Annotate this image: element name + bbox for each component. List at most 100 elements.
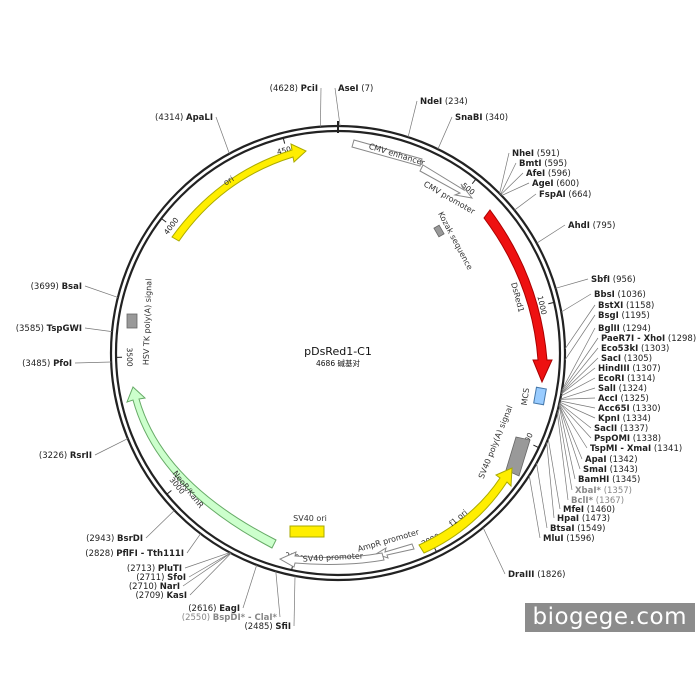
feature-ori[interactable]: ori: [171, 143, 307, 242]
site-leader-line: [215, 116, 230, 154]
site-pcii[interactable]: (4628) PciI: [270, 84, 322, 127]
site-name: AccI: [598, 394, 618, 404]
site-kasi[interactable]: (2709) KasI: [135, 552, 232, 601]
site-bspdi-clai-[interactable]: (2550) BspDI* - ClaI*: [182, 571, 281, 623]
site-nari[interactable]: (2710) NarI: [129, 552, 231, 592]
site-name: PspOMI: [594, 434, 630, 444]
site-apali[interactable]: (4314) ApaLI: [155, 113, 230, 154]
site-rsrii[interactable]: (3226) RsrII: [39, 438, 128, 461]
site-mlui[interactable]: MluI (1596): [528, 475, 595, 544]
site-hpai[interactable]: HpaI (1473): [546, 442, 610, 524]
site-position: (1357): [604, 486, 632, 496]
site-pluti[interactable]: (2713) PluTI: [127, 552, 231, 574]
site-name: Acc65I: [598, 404, 630, 414]
site-position: (1341): [654, 444, 682, 454]
site-leader-line: [74, 361, 112, 364]
site-position: (1325): [621, 394, 649, 404]
feature-sv40-polya-signal[interactable]: SV40 poly(A) signal: [477, 404, 531, 480]
feature-kozak-sequence[interactable]: Kozak sequence: [433, 210, 474, 272]
mcs-block: [533, 386, 547, 406]
site-afei[interactable]: AfeI (596): [500, 169, 571, 195]
site-name: AseI: [338, 84, 359, 94]
site-leader-line: [94, 438, 128, 456]
site-label: (3699) BsaI: [31, 282, 82, 292]
site-ndei[interactable]: NdeI (234): [407, 97, 468, 138]
site-label: (3485) PfoI: [22, 359, 72, 369]
site-saci[interactable]: SacI (1305): [561, 354, 652, 394]
site-sali[interactable]: SalI (1324): [560, 384, 647, 400]
site-leader-line: [184, 552, 231, 569]
site-name: PluTI: [158, 564, 182, 574]
site-bglii[interactable]: BglII (1294): [561, 324, 651, 391]
site-paer7i-xhoi[interactable]: PaeR7I - XhoI (1298): [561, 334, 696, 392]
site-sfii[interactable]: (2485) SfiI: [244, 575, 296, 632]
site-leader-line: [558, 404, 581, 470]
site-sacii[interactable]: SacII (1337): [559, 402, 648, 434]
site-bsai[interactable]: (3699) BsaI: [31, 282, 119, 298]
site-kpni[interactable]: KpnI (1334): [559, 401, 651, 424]
site-nhei[interactable]: NheI (591): [499, 149, 560, 194]
site-position: (1549): [577, 524, 605, 534]
site-sbfi[interactable]: SbfI (956): [555, 275, 636, 289]
hsv-tk-polya-block: [126, 313, 138, 329]
site-asei[interactable]: AseI (7): [334, 84, 373, 127]
site-bstxi[interactable]: BstXI (1158): [564, 301, 654, 350]
site-label: AfeI (596): [526, 169, 571, 179]
site-label: AhdI (795): [568, 221, 615, 231]
plasmid-name: pDsRed1-C1: [304, 345, 372, 358]
site-bmti[interactable]: BmtI (595): [500, 159, 568, 195]
site-label: (2709) KasI: [135, 591, 187, 601]
site-xbai-[interactable]: XbaI* (1357): [557, 408, 632, 496]
site-label: (2713) PluTI: [127, 564, 182, 574]
site-sfoi[interactable]: (2711) SfoI: [136, 552, 231, 583]
site-ahdi[interactable]: AhdI (795): [536, 221, 616, 244]
site-name: BspDI* - ClaI*: [213, 613, 278, 623]
site-label: BmtI (595): [519, 159, 567, 169]
site-bbsi[interactable]: BbsI (1036): [561, 290, 646, 313]
feature-sv40-ori[interactable]: SV40 ori: [289, 514, 327, 538]
site-label: XbaI* (1357): [575, 486, 632, 496]
feature-sv40-promoter[interactable]: SV40 promoter: [278, 551, 385, 568]
site-hindiii[interactable]: HindIII (1307): [561, 364, 661, 395]
site-name: EagI: [219, 604, 240, 614]
site-bcli-[interactable]: BclI* (1367): [556, 411, 624, 506]
site-position: (1596): [566, 534, 594, 544]
site-eco53ki[interactable]: Eco53kI (1303): [561, 344, 670, 394]
site-position: (2550): [182, 613, 210, 623]
site-pfoi[interactable]: (3485) PfoI: [22, 359, 112, 369]
site-mfei[interactable]: MfeI (1460): [547, 438, 615, 515]
site-ecori[interactable]: EcoRI (1314): [560, 374, 655, 397]
site-apai[interactable]: ApaI (1342): [558, 404, 638, 465]
site-draiii[interactable]: DraIII (1826): [482, 527, 565, 580]
site-tspmi-xmai[interactable]: TspMI - XmaI (1341): [558, 403, 682, 454]
site-leader-line: [564, 304, 596, 350]
site-leader-line: [536, 224, 566, 244]
site-name: MfeI: [563, 505, 584, 515]
feature-neor-kanr[interactable]: NeoR/KanR: [126, 386, 277, 549]
site-acc65i[interactable]: Acc65I (1330): [559, 400, 661, 414]
site-btsai[interactable]: BtsaI (1549): [536, 463, 606, 534]
site-position: (1305): [624, 354, 652, 364]
site-bsgi[interactable]: BsgI (1195): [564, 311, 650, 361]
site-agei[interactable]: AgeI (600): [501, 179, 580, 196]
site-bsrdi[interactable]: (2943) BsrDI: [86, 510, 175, 544]
site-smai[interactable]: SmaI (1343): [558, 404, 638, 475]
site-leader-line: [407, 100, 418, 138]
site-leader-line: [558, 405, 576, 480]
site-pflfi-tth111i[interactable]: (2828) PflFI - Tth111I: [85, 533, 201, 559]
site-snabi[interactable]: SnaBI (340): [437, 113, 508, 150]
site-acci[interactable]: AccI (1325): [560, 394, 649, 404]
site-pspomi[interactable]: PspOMI (1338): [559, 403, 661, 444]
site-tspgwi[interactable]: (3585) TspGWI: [16, 324, 113, 334]
feature-mcs[interactable]: MCS: [520, 386, 547, 406]
feature-ampr-promoter[interactable]: AmpR promoter: [357, 527, 421, 559]
site-label: PspOMI (1338): [594, 434, 661, 444]
site-eagi[interactable]: (2616) EagI: [188, 564, 258, 614]
site-leader-line: [293, 575, 296, 627]
site-label: TspMI - XmaI (1341): [590, 444, 682, 454]
site-fspai[interactable]: FspAI (664): [514, 190, 591, 211]
sv40-ori-block: [289, 525, 325, 538]
site-bamhi[interactable]: BamHI (1345): [558, 405, 640, 485]
feature-hsv-tk-polya-signal[interactable]: HSV TK poly(A) signal: [126, 278, 154, 365]
site-position: (2711): [136, 573, 164, 583]
